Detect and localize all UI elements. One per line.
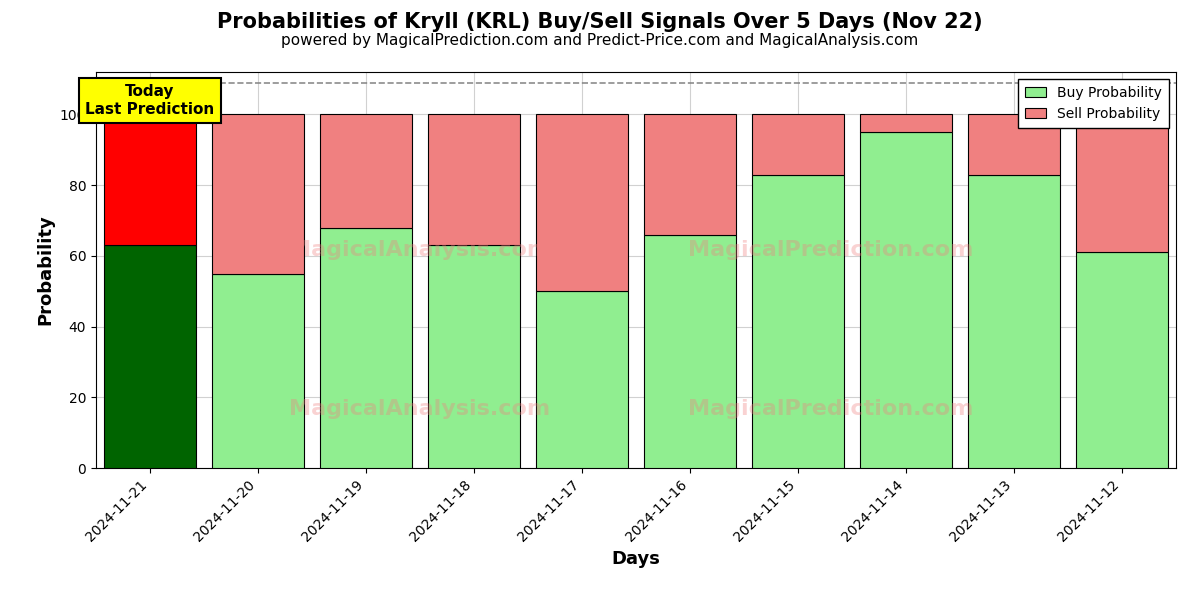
Bar — [752, 115, 844, 175]
Bar — [536, 115, 628, 291]
Text: powered by MagicalPrediction.com and Predict-Price.com and MagicalAnalysis.com: powered by MagicalPrediction.com and Pre… — [281, 33, 919, 48]
Text: Today
Last Prediction: Today Last Prediction — [85, 85, 215, 117]
X-axis label: Days: Days — [612, 550, 660, 568]
Bar — [536, 291, 628, 468]
Bar — [860, 115, 952, 132]
Bar — [644, 115, 736, 235]
Bar — [1076, 115, 1168, 253]
Bar — [752, 175, 844, 468]
Text: MagicalAnalysis.com: MagicalAnalysis.com — [289, 240, 551, 260]
Bar — [212, 274, 304, 468]
Bar — [968, 115, 1060, 175]
Bar — [428, 245, 520, 468]
Bar — [428, 115, 520, 245]
Text: MagicalPrediction.com: MagicalPrediction.com — [688, 240, 973, 260]
Bar — [860, 132, 952, 468]
Bar — [968, 175, 1060, 468]
Bar — [320, 227, 412, 468]
Bar — [320, 115, 412, 227]
Bar — [104, 245, 196, 468]
Bar — [1076, 253, 1168, 468]
Bar — [104, 115, 196, 245]
Text: MagicalAnalysis.com: MagicalAnalysis.com — [289, 398, 551, 419]
Legend: Buy Probability, Sell Probability: Buy Probability, Sell Probability — [1019, 79, 1169, 128]
Bar — [212, 115, 304, 274]
Text: Probabilities of Kryll (KRL) Buy/Sell Signals Over 5 Days (Nov 22): Probabilities of Kryll (KRL) Buy/Sell Si… — [217, 12, 983, 32]
Y-axis label: Probability: Probability — [36, 215, 54, 325]
Bar — [644, 235, 736, 468]
Text: MagicalPrediction.com: MagicalPrediction.com — [688, 398, 973, 419]
